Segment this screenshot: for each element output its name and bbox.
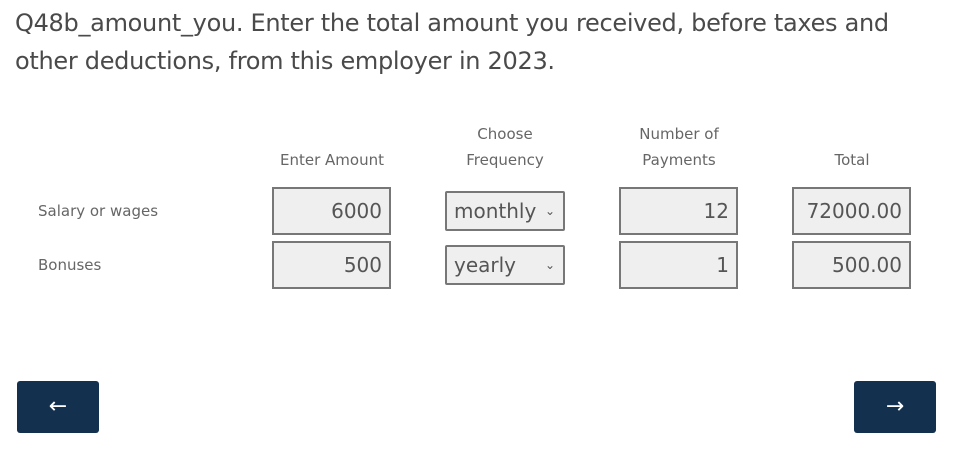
header-frequency-line1: Choose — [477, 125, 533, 143]
chevron-down-icon: ⌄ — [544, 204, 555, 218]
payments-input[interactable]: 12 — [619, 187, 738, 235]
frequency-select[interactable]: yearly ⌄ — [445, 245, 565, 285]
question-text: Q48b_amount_you. Enter the total amount … — [15, 9, 889, 75]
total-field: 500.00 — [792, 241, 911, 289]
header-amount: Enter Amount — [280, 151, 384, 169]
header-payments-line2: Payments — [642, 151, 716, 169]
amount-input[interactable]: 6000 — [272, 187, 391, 235]
next-button[interactable]: → — [854, 381, 936, 433]
header-total: Total — [834, 151, 870, 169]
header-frequency-line2: Frequency — [466, 151, 544, 169]
frequency-value: yearly — [454, 253, 517, 277]
frequency-select[interactable]: monthly ⌄ — [445, 191, 565, 231]
amount-input[interactable]: 500 — [272, 241, 391, 289]
chevron-down-icon: ⌄ — [544, 258, 555, 272]
total-field: 72000.00 — [792, 187, 911, 235]
payments-input[interactable]: 1 — [619, 241, 738, 289]
header-payments-line1: Number of — [639, 125, 719, 143]
row-label: Salary or wages — [38, 202, 159, 220]
row-label: Bonuses — [38, 256, 102, 274]
back-button[interactable]: ← — [17, 381, 99, 433]
frequency-value: monthly — [454, 199, 537, 223]
